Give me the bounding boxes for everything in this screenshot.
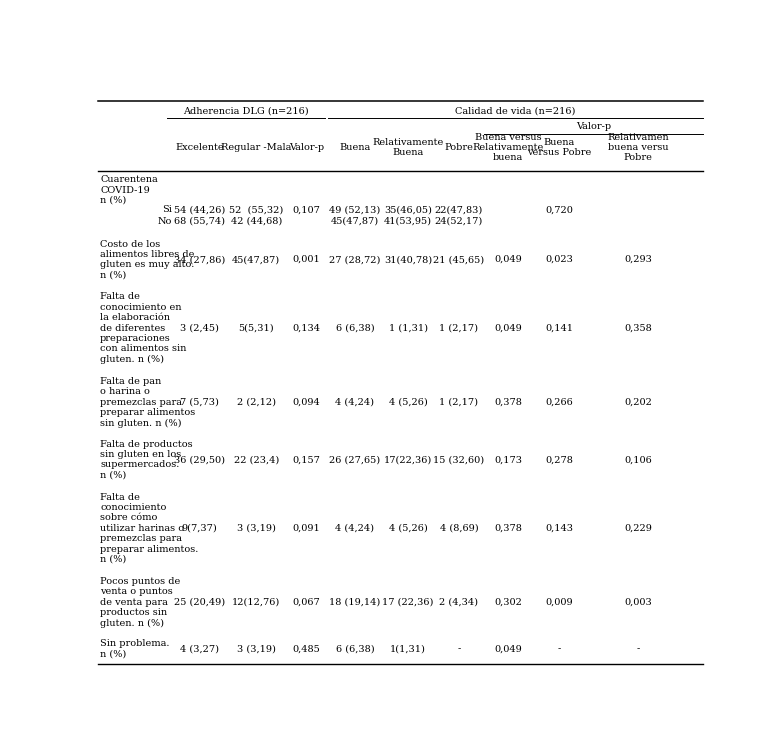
Text: 0,141: 0,141	[545, 324, 573, 333]
Text: 22 (23,4): 22 (23,4)	[234, 455, 279, 464]
Text: 3 (3,19): 3 (3,19)	[237, 644, 276, 653]
Text: 4 (4,24): 4 (4,24)	[335, 524, 374, 533]
Text: 26 (27,65): 26 (27,65)	[330, 455, 380, 464]
Text: 0,067: 0,067	[293, 598, 320, 607]
Text: 2 (4,34): 2 (4,34)	[440, 598, 479, 607]
Text: 0,094: 0,094	[293, 398, 320, 407]
Text: 31(40,78): 31(40,78)	[384, 255, 432, 264]
Text: 45(47,87): 45(47,87)	[331, 216, 379, 225]
Text: 1 (2,17): 1 (2,17)	[440, 398, 479, 407]
Text: 4 (5,26): 4 (5,26)	[389, 524, 427, 533]
Text: 49 (52,13): 49 (52,13)	[330, 205, 380, 214]
Text: Pobre: Pobre	[444, 143, 473, 152]
Text: Falta de
conocimiento en
la elaboración
de diferentes
preparaciones
con alimento: Falta de conocimiento en la elaboración …	[100, 292, 187, 364]
Text: 25 (20,49): 25 (20,49)	[173, 598, 225, 607]
Text: Sin problema.
n (%): Sin problema. n (%)	[100, 639, 169, 658]
Text: Falta de
conocimiento
sobre cómo
utilizar harinas o
premezclas para
preparar ali: Falta de conocimiento sobre cómo utiliza…	[100, 493, 198, 564]
Text: 17 (22,36): 17 (22,36)	[383, 598, 433, 607]
Text: 0,485: 0,485	[293, 644, 320, 653]
Text: 0,143: 0,143	[545, 524, 573, 533]
Text: 12(12,76): 12(12,76)	[232, 598, 280, 607]
Text: 4 (8,69): 4 (8,69)	[440, 524, 478, 533]
Text: 0,049: 0,049	[494, 324, 522, 333]
Text: -: -	[637, 644, 640, 653]
Text: 52  (55,32): 52 (55,32)	[229, 205, 284, 214]
Text: Pocos puntos de
venta o puntos
de venta para
productos sin
gluten. n (%): Pocos puntos de venta o puntos de venta …	[100, 577, 180, 628]
Text: 0,302: 0,302	[494, 598, 522, 607]
Text: Buena versus
Relativamente
buena: Buena versus Relativamente buena	[473, 133, 544, 163]
Text: 0,173: 0,173	[494, 455, 522, 464]
Text: Excelente: Excelente	[175, 143, 223, 152]
Text: 0,107: 0,107	[293, 205, 320, 214]
Text: 68 (55,74): 68 (55,74)	[174, 216, 225, 225]
Text: 9(7,37): 9(7,37)	[181, 524, 217, 533]
Text: Relativamen
buena versu
Pobre: Relativamen buena versu Pobre	[608, 133, 669, 163]
Text: 34 (27,86): 34 (27,86)	[173, 255, 225, 264]
Text: No: No	[158, 216, 172, 225]
Text: Relativamente
Buena: Relativamente Buena	[373, 138, 444, 157]
Text: -: -	[458, 644, 461, 653]
Text: 0,293: 0,293	[624, 255, 652, 264]
Text: 0,157: 0,157	[293, 455, 320, 464]
Text: 4 (5,26): 4 (5,26)	[389, 398, 427, 407]
Text: 0,134: 0,134	[292, 324, 320, 333]
Text: 0,202: 0,202	[624, 398, 652, 407]
Text: 0,378: 0,378	[494, 524, 522, 533]
Text: 6 (6,38): 6 (6,38)	[336, 324, 374, 333]
Text: 6 (6,38): 6 (6,38)	[336, 644, 374, 653]
Text: 0,001: 0,001	[293, 255, 320, 264]
Text: Buena
versus Pobre: Buena versus Pobre	[527, 138, 591, 157]
Text: 1 (1,31): 1 (1,31)	[389, 324, 428, 333]
Text: Calidad de vida (n=216): Calidad de vida (n=216)	[455, 106, 576, 115]
Text: 0,049: 0,049	[494, 644, 522, 653]
Text: 21 (45,65): 21 (45,65)	[433, 255, 484, 264]
Text: -: -	[558, 644, 561, 653]
Text: Si: Si	[162, 205, 172, 214]
Text: 24(52,17): 24(52,17)	[435, 216, 483, 225]
Text: 0,229: 0,229	[624, 524, 652, 533]
Text: 17(22,36): 17(22,36)	[384, 455, 432, 464]
Text: 0,358: 0,358	[624, 324, 652, 333]
Text: 41(53,95): 41(53,95)	[384, 216, 432, 225]
Text: 3 (3,19): 3 (3,19)	[237, 524, 276, 533]
Text: 0,091: 0,091	[293, 524, 320, 533]
Text: 22(47,83): 22(47,83)	[435, 205, 483, 214]
Text: Adherencia DLG (n=216): Adherencia DLG (n=216)	[183, 106, 308, 115]
Text: 0,720: 0,720	[545, 205, 573, 214]
Text: 35(46,05): 35(46,05)	[384, 205, 432, 214]
Text: 4 (3,27): 4 (3,27)	[180, 644, 219, 653]
Text: 0,009: 0,009	[546, 598, 573, 607]
Text: 0,049: 0,049	[494, 255, 522, 264]
Text: 15 (32,60): 15 (32,60)	[433, 455, 484, 464]
Text: Costo de los
alimentos libres de
gluten es muy alto.
n (%): Costo de los alimentos libres de gluten …	[100, 240, 194, 279]
Text: Regular -Mala: Regular -Mala	[221, 143, 291, 152]
Text: 0,278: 0,278	[545, 455, 573, 464]
Text: Falta de pan
o harina o
premezclas para
preparar alimentos
sin gluten. n (%): Falta de pan o harina o premezclas para …	[100, 377, 195, 428]
Text: 1 (2,17): 1 (2,17)	[440, 324, 479, 333]
Text: 27 (28,72): 27 (28,72)	[329, 255, 380, 264]
Text: Buena: Buena	[339, 143, 370, 152]
Text: Falta de productos
sin gluten en los
supermercados.
n (%): Falta de productos sin gluten en los sup…	[100, 440, 193, 480]
Text: 2 (2,12): 2 (2,12)	[237, 398, 276, 407]
Text: 42 (44,68): 42 (44,68)	[230, 216, 282, 225]
Text: 36 (29,50): 36 (29,50)	[174, 455, 225, 464]
Text: Cuarentena
COVID-19
n (%): Cuarentena COVID-19 n (%)	[100, 175, 158, 205]
Text: 4 (4,24): 4 (4,24)	[335, 398, 374, 407]
Text: 0,266: 0,266	[546, 398, 573, 407]
Text: 7 (5,73): 7 (5,73)	[180, 398, 219, 407]
Text: Valor-p: Valor-p	[289, 143, 324, 152]
Text: 0,003: 0,003	[624, 598, 652, 607]
Text: 18 (19,14): 18 (19,14)	[330, 598, 380, 607]
Text: 45(47,87): 45(47,87)	[232, 255, 280, 264]
Text: 5(5,31): 5(5,31)	[238, 324, 274, 333]
Text: 0,106: 0,106	[624, 455, 652, 464]
Text: 0,378: 0,378	[494, 398, 522, 407]
Text: 0,023: 0,023	[545, 255, 573, 264]
Text: Valor-p: Valor-p	[576, 122, 611, 131]
Text: 3 (2,45): 3 (2,45)	[180, 324, 219, 333]
Text: 54 (44,26): 54 (44,26)	[173, 205, 225, 214]
Text: 1(1,31): 1(1,31)	[390, 644, 426, 653]
